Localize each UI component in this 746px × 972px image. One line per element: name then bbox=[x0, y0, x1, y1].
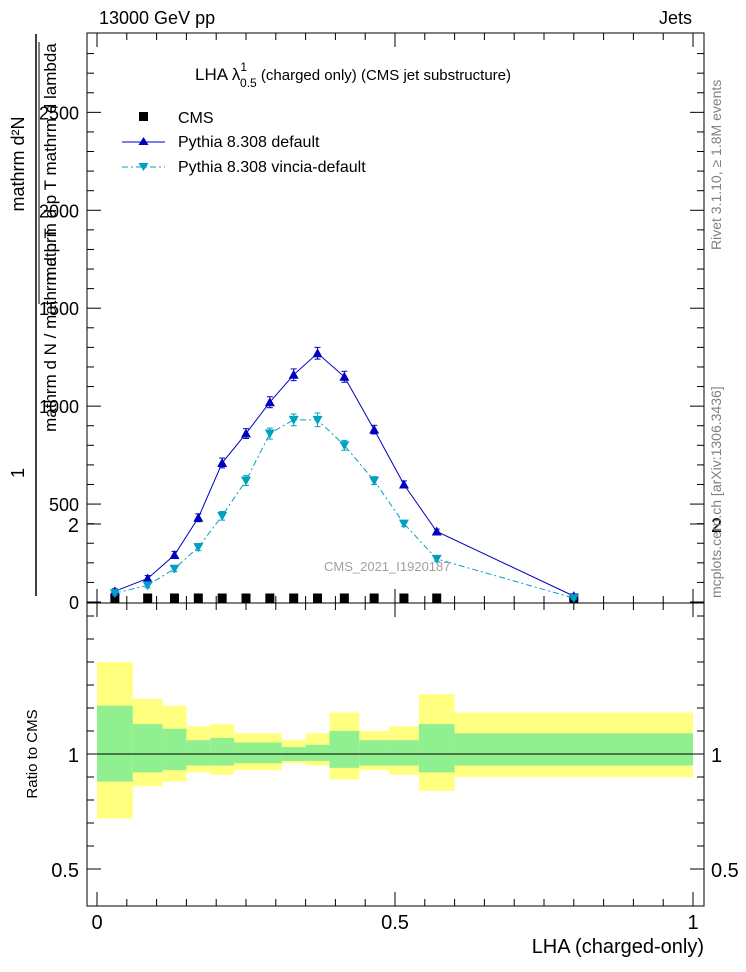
ratio-panel: 0.5 0.5 1 1 2 2 0 0.5 1 bbox=[51, 515, 739, 934]
data-point-cms bbox=[399, 593, 409, 603]
main-ylabel-top-num: mathrm d²N bbox=[8, 116, 28, 211]
analysis-watermark: CMS_2021_I1920187 bbox=[324, 559, 451, 574]
ratio-bands bbox=[97, 662, 693, 819]
mcplots-side-label: mcplots.cern.ch [arXiv:1306.3436] bbox=[708, 386, 724, 598]
ratio-frame bbox=[86, 602, 705, 907]
data-point-pythia-default bbox=[431, 526, 442, 536]
data-point-cms bbox=[241, 593, 251, 603]
legend-label-pythia-vincia: Pythia 8.308 vincia-default bbox=[178, 159, 366, 176]
main-ylabel-top-den: mathrm d p T mathrm d lambda bbox=[41, 43, 60, 281]
ratio-ticks: 0.5 0.5 1 1 2 2 0 0.5 1 bbox=[51, 515, 739, 934]
ratio-ytick-label-right: 1 bbox=[711, 745, 722, 767]
legend: CMS Pythia 8.308 default Pythia 8.308 vi… bbox=[122, 110, 366, 176]
header-right: Jets bbox=[658, 8, 692, 28]
data-point-pythia-default bbox=[339, 371, 350, 381]
rivet-side-label: Rivet 3.1.10, ≥ 1.8M events bbox=[708, 80, 724, 250]
main-panel: 0 500 1000 1500 2000 2500 bbox=[39, 32, 705, 613]
data-point-pythia-vincia bbox=[398, 519, 409, 529]
main-ytick-label: 500 bbox=[49, 495, 79, 515]
x-axis-label: LHA (charged-only) bbox=[532, 936, 704, 958]
data-point-pythia-vincia bbox=[339, 441, 350, 451]
ratio-band-inner bbox=[454, 733, 693, 766]
ratio-band-inner bbox=[186, 740, 211, 766]
data-point-cms bbox=[143, 593, 153, 603]
ratio-ytick-label: 2 bbox=[68, 515, 79, 537]
data-point-pythia-vincia bbox=[312, 415, 323, 425]
ratio-band-inner bbox=[359, 740, 390, 766]
data-point-pythia-default bbox=[241, 428, 251, 438]
data-point-pythia-default bbox=[217, 457, 228, 467]
series-line-1 bbox=[114, 352, 575, 597]
main-ytick-label: 2500 bbox=[39, 103, 79, 123]
data-point-pythia-vincia bbox=[568, 594, 579, 604]
data-point-cms bbox=[339, 593, 349, 603]
header-left: 13000 GeV pp bbox=[99, 8, 216, 28]
data-point-pythia-default bbox=[193, 512, 204, 522]
data-point-pythia-vincia bbox=[142, 581, 153, 591]
plot-title-sub: 0.5 bbox=[240, 76, 257, 90]
main-ylabel-prefix: 1 bbox=[8, 468, 28, 478]
main-series bbox=[109, 346, 579, 604]
x-tick-label: 0 bbox=[91, 912, 102, 934]
data-point-pythia-vincia bbox=[193, 543, 204, 553]
data-point-cms bbox=[313, 593, 323, 603]
plot-title-rest: (charged only) (CMS jet substructure) bbox=[257, 67, 511, 84]
data-point-pythia-vincia bbox=[241, 476, 251, 486]
ratio-band-inner bbox=[234, 742, 282, 764]
legend-marker-pythia-vincia bbox=[138, 163, 149, 171]
ratio-band-inner bbox=[418, 724, 455, 773]
data-point-pythia-vincia bbox=[431, 554, 442, 564]
ratio-band-inner bbox=[162, 728, 187, 771]
ratio-band-inner bbox=[329, 731, 360, 768]
data-point-pythia-default bbox=[369, 424, 380, 434]
data-point-cms bbox=[217, 593, 227, 603]
data-point-pythia-default bbox=[288, 369, 299, 379]
legend-marker-cms bbox=[139, 112, 148, 121]
data-point-pythia-vincia bbox=[109, 589, 120, 599]
main-ylabel: 1 mathrm d²N mathrm d p T mathrm d lambd… bbox=[8, 34, 60, 596]
data-point-pythia-vincia bbox=[169, 564, 180, 574]
data-point-pythia-default bbox=[169, 549, 180, 559]
x-tick-label: 1 bbox=[687, 912, 698, 934]
data-point-pythia-vincia bbox=[369, 476, 380, 486]
ratio-ytick-label: 1 bbox=[68, 745, 79, 767]
data-point-pythia-vincia bbox=[217, 511, 228, 521]
data-point-pythia-default bbox=[142, 573, 153, 583]
plot-title-sup: 1 bbox=[240, 60, 247, 74]
ratio-ytick-label-right: 0.5 bbox=[711, 860, 739, 882]
plot-title-main: LHA λ bbox=[195, 65, 241, 84]
main-ytick-label: 1000 bbox=[39, 397, 79, 417]
ratio-band-inner bbox=[210, 737, 235, 766]
ratio-band-inner bbox=[132, 724, 163, 773]
data-point-cms bbox=[265, 593, 275, 603]
main-ylabel-bottom: mathrm d N / mathrm d p T bbox=[41, 228, 60, 432]
data-point-pythia-vincia bbox=[264, 429, 275, 439]
ratio-band-inner bbox=[305, 744, 330, 761]
data-point-cms bbox=[169, 593, 179, 603]
legend-marker-pythia-default bbox=[138, 137, 149, 145]
data-point-pythia-default bbox=[398, 479, 409, 489]
x-tick-label: 0.5 bbox=[381, 912, 409, 934]
data-point-pythia-default bbox=[264, 397, 275, 407]
ratio-band-inner bbox=[97, 705, 133, 782]
data-point-cms bbox=[432, 593, 442, 603]
main-ytick-label: 0 bbox=[69, 593, 79, 613]
plot-title: LHA λ1 0.5 (charged only) (CMS jet substr… bbox=[195, 60, 511, 90]
ratio-ylabel: Ratio to CMS bbox=[24, 709, 41, 798]
legend-label-cms: CMS bbox=[178, 110, 214, 127]
legend-label-pythia-default: Pythia 8.308 default bbox=[178, 134, 320, 151]
data-point-pythia-default bbox=[312, 348, 323, 358]
data-point-pythia-vincia bbox=[288, 415, 299, 425]
ratio-ytick-label-right: 2 bbox=[711, 515, 722, 537]
main-ticks: 0 500 1000 1500 2000 2500 bbox=[39, 33, 704, 613]
main-ytick-label: 1500 bbox=[39, 299, 79, 319]
data-point-cms bbox=[193, 593, 203, 603]
data-point-cms bbox=[289, 593, 299, 603]
ratio-band-inner bbox=[389, 740, 419, 766]
data-point-cms bbox=[369, 593, 379, 603]
main-ytick-label: 2000 bbox=[39, 201, 79, 221]
ratio-ytick-label: 0.5 bbox=[51, 860, 79, 882]
